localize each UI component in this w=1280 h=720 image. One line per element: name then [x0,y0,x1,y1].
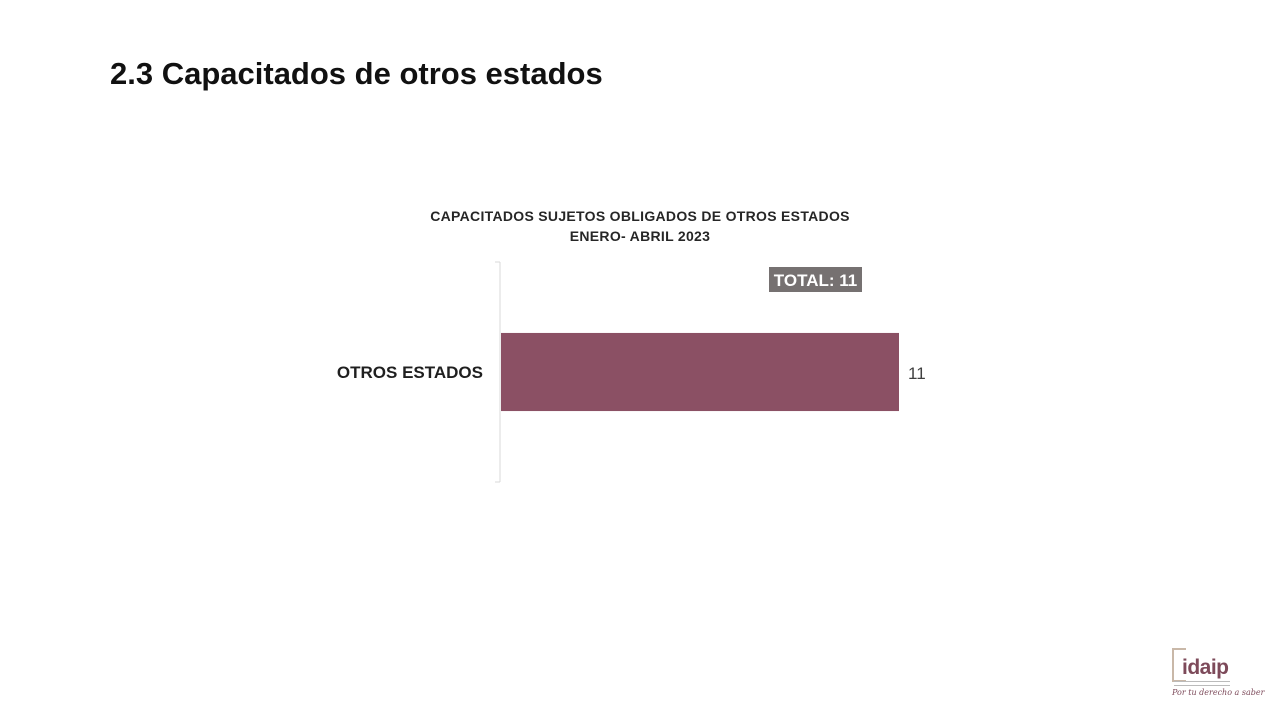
logo-tagline: Por tu derecho a saber [1172,688,1265,697]
logo-fine-lines [1174,681,1230,686]
chart-title: CAPACITADOS SUJETOS OBLIGADOS DE OTROS E… [430,208,850,224]
slide-title: 2.3 Capacitados de otros estados [110,56,603,91]
data-label: 11 [908,364,926,383]
bar-otros-estados [501,332,899,412]
total-annotation-group: TOTAL: 11 [769,267,862,292]
logo-wordmark: idaip [1182,656,1229,679]
bars-group: OTROS ESTADOS 11 [337,332,926,412]
idaip-logo: idaip Por tu derecho a saber [1168,644,1264,704]
total-annotation-text: TOTAL: 11 [774,271,857,290]
category-label: OTROS ESTADOS [337,363,483,382]
chart-subtitle: ENERO- ABRIL 2023 [569,228,711,244]
total-annotation-box [769,267,862,292]
